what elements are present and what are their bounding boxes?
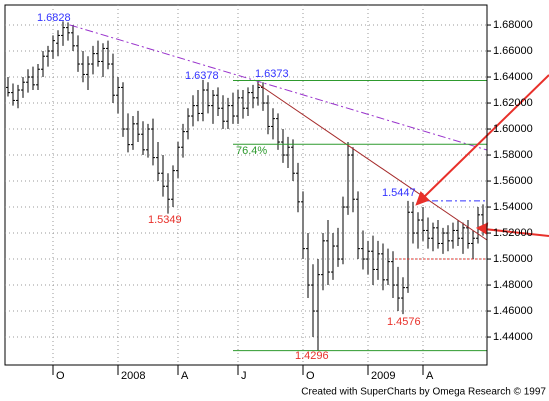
annotation: 1.4576 (387, 316, 421, 328)
annotation: 1.4296 (295, 350, 329, 362)
annotation: 1.6378 (185, 70, 219, 82)
annotation: 1.6373 (255, 68, 289, 80)
y-tick-label: 1.62000 (493, 97, 533, 109)
annotation: 1.5349 (148, 214, 182, 226)
y-tick-label: 1.66000 (493, 45, 533, 57)
y-tick-label: 1.48000 (493, 279, 533, 291)
y-tick-label: 1.64000 (493, 71, 533, 83)
x-tick-label: A (181, 370, 189, 382)
x-tick-label: O (56, 370, 65, 382)
y-tick-label: 1.54000 (493, 201, 533, 213)
x-tick-label: O (306, 370, 315, 382)
annotation: 76.4% (236, 145, 267, 157)
trend-line (257, 83, 488, 241)
y-tick-label: 1.44000 (493, 331, 533, 343)
grid (5, 5, 487, 365)
x-tick-label: A (426, 370, 434, 382)
annotation: 1.5447 (382, 187, 416, 199)
x-tick-label: J (241, 370, 247, 382)
y-tick-label: 1.60000 (493, 123, 533, 135)
arrow (483, 228, 549, 237)
x-tick-label: 2008 (121, 370, 145, 382)
arrow-head (415, 191, 430, 206)
bars (6, 21, 485, 351)
y-tick-label: 1.56000 (493, 175, 533, 187)
annotation: 1.6828 (37, 12, 71, 24)
y-tick-label: 1.52000 (493, 227, 533, 239)
y-tick-label: 1.46000 (493, 305, 533, 317)
credit: Created with SuperCharts by Omega Resear… (301, 387, 546, 398)
x-tick-label: 2009 (371, 370, 395, 382)
y-tick-label: 1.58000 (493, 149, 533, 161)
y-tick-label: 1.68000 (493, 19, 533, 31)
y-tick-label: 1.50000 (493, 253, 533, 265)
